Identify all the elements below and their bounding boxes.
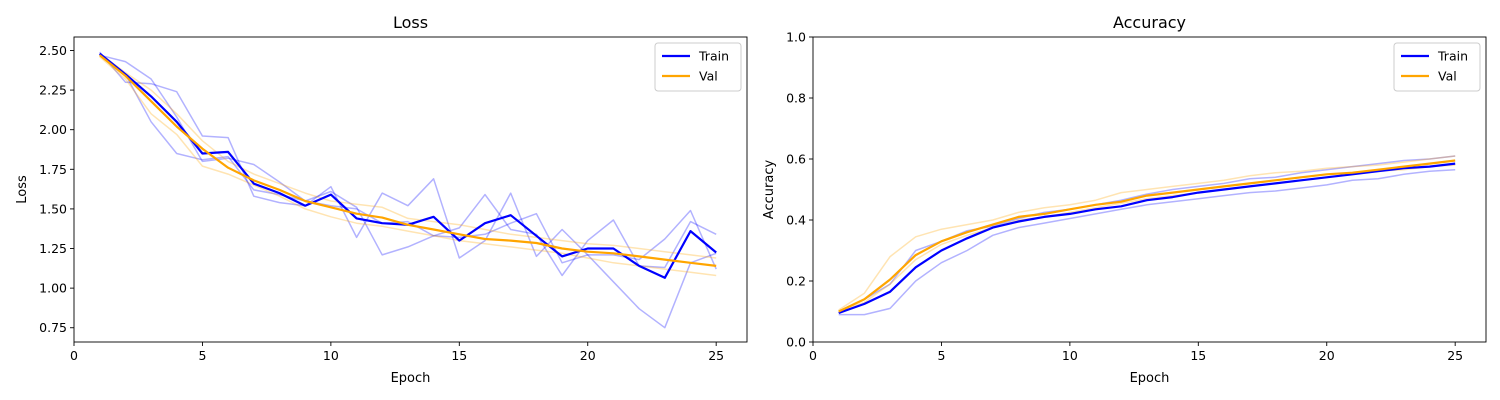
accuracy-chart: 0 5 10 15 20 25 0.0 0.2 0.4 0.6 0.8 1.0 Accuracy Epoc… xyxy=(762,13,1487,386)
y-tick-label: 0.8 xyxy=(786,91,806,106)
y-tick-label: 2.25 xyxy=(39,83,67,98)
x-tick-label: 5 xyxy=(198,348,206,363)
y-tick-label: 2.50 xyxy=(39,43,67,58)
chart-title: Accuracy xyxy=(1113,13,1186,32)
x-tick-label: 15 xyxy=(451,348,467,363)
y-tick-label: 1.0 xyxy=(786,30,806,45)
y-tick-label: 0.4 xyxy=(786,213,806,228)
x-tick-label: 20 xyxy=(1319,348,1335,363)
y-axis-label: Loss xyxy=(15,175,30,204)
legend-label-train: Train xyxy=(1437,49,1468,64)
run-line-3 xyxy=(99,56,717,277)
series-line-train xyxy=(99,52,717,279)
y-axis-label: Accuracy xyxy=(762,160,777,220)
run-line-0 xyxy=(99,51,717,270)
y-tick-label: 0.6 xyxy=(786,152,806,167)
y-tick-label: 1.50 xyxy=(39,201,67,216)
legend: Train Val xyxy=(1393,42,1481,92)
y-tick-label: 2.00 xyxy=(39,122,67,137)
y-tick-label: 0.0 xyxy=(786,335,806,350)
loss-chart: 0 5 10 15 20 25 0.75 1.00 1.25 1.50 1.75 2.00 2.25 2.… xyxy=(15,13,748,386)
series-line-val xyxy=(99,54,717,267)
legend-label-val: Val xyxy=(1438,69,1457,84)
legend-label-train: Train xyxy=(698,49,729,64)
x-tick-label: 25 xyxy=(1447,348,1463,363)
x-tick-label: 0 xyxy=(809,348,817,363)
x-tick-label: 20 xyxy=(580,348,596,363)
series-line-train xyxy=(838,162,1456,315)
y-tick-label: 1.00 xyxy=(39,281,67,296)
y-tick-label: 1.75 xyxy=(39,162,67,177)
y-tick-label: 0.75 xyxy=(39,320,67,335)
run-line-2 xyxy=(838,155,1456,311)
x-tick-label: 10 xyxy=(1062,348,1078,363)
legend: Train Val xyxy=(654,42,742,92)
run-line-1 xyxy=(99,54,717,277)
x-axis-label: Epoch xyxy=(1130,371,1170,386)
run-line-0 xyxy=(838,168,1456,316)
legend-label-val: Val xyxy=(699,69,718,84)
plot-frame xyxy=(812,36,1487,343)
x-tick-label: 0 xyxy=(70,348,78,363)
series-line-val xyxy=(838,159,1456,313)
x-tick-label: 10 xyxy=(323,348,339,363)
y-tick-label: 0.2 xyxy=(786,274,806,289)
plot-frame xyxy=(73,36,748,343)
x-axis-label: Epoch xyxy=(391,371,431,386)
x-tick-label: 5 xyxy=(937,348,945,363)
chart-title: Loss xyxy=(393,13,428,32)
x-tick-label: 25 xyxy=(708,348,724,363)
run-line-2 xyxy=(99,54,717,329)
x-tick-label: 15 xyxy=(1190,348,1206,363)
run-line-4 xyxy=(99,52,717,259)
run-line-3 xyxy=(838,164,1456,313)
y-tick-label: 1.25 xyxy=(39,241,67,256)
